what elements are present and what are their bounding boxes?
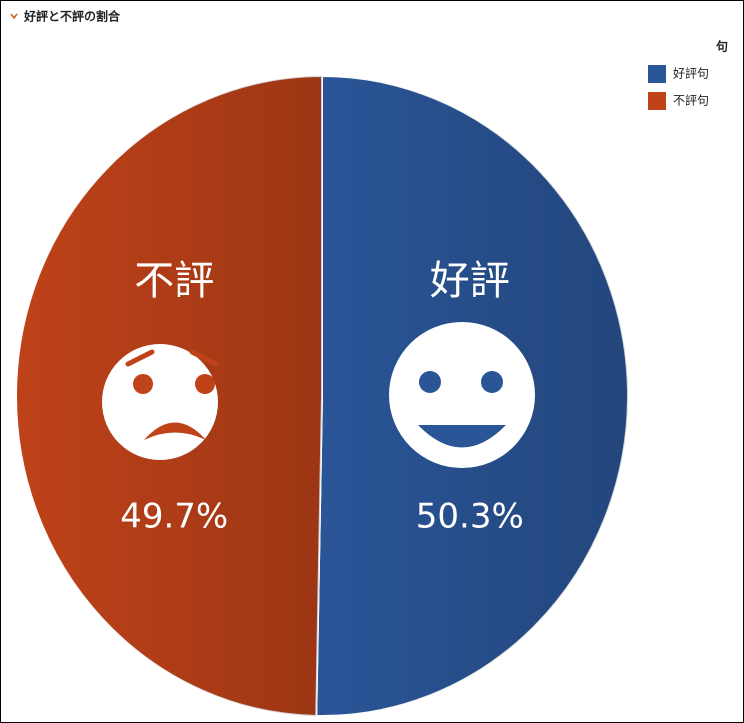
value-label: 49.7% (120, 497, 228, 537)
face-brow (125, 349, 155, 367)
overlay (102, 322, 535, 468)
face-mouth (418, 425, 506, 448)
legend-swatch (648, 65, 666, 83)
face-eye (133, 374, 153, 394)
legend-label: 好評句 (673, 66, 709, 81)
slice-category-label: 好評 (430, 258, 510, 304)
value-label: 50.3% (416, 497, 524, 537)
face-eye (195, 374, 215, 394)
slice-category-label: 不評 (134, 258, 214, 304)
face-brow (189, 349, 219, 367)
face-eye (419, 371, 441, 393)
collapse-chevron[interactable] (10, 13, 18, 20)
legend-label: 不評句 (673, 93, 709, 108)
legend-swatch (648, 92, 666, 110)
chart-title: 好評と不評の割合 (23, 9, 121, 24)
sad-face-icon (102, 344, 218, 460)
legend-title: 句 (716, 39, 728, 54)
face-eye (481, 371, 503, 393)
face-mouth (144, 422, 206, 440)
